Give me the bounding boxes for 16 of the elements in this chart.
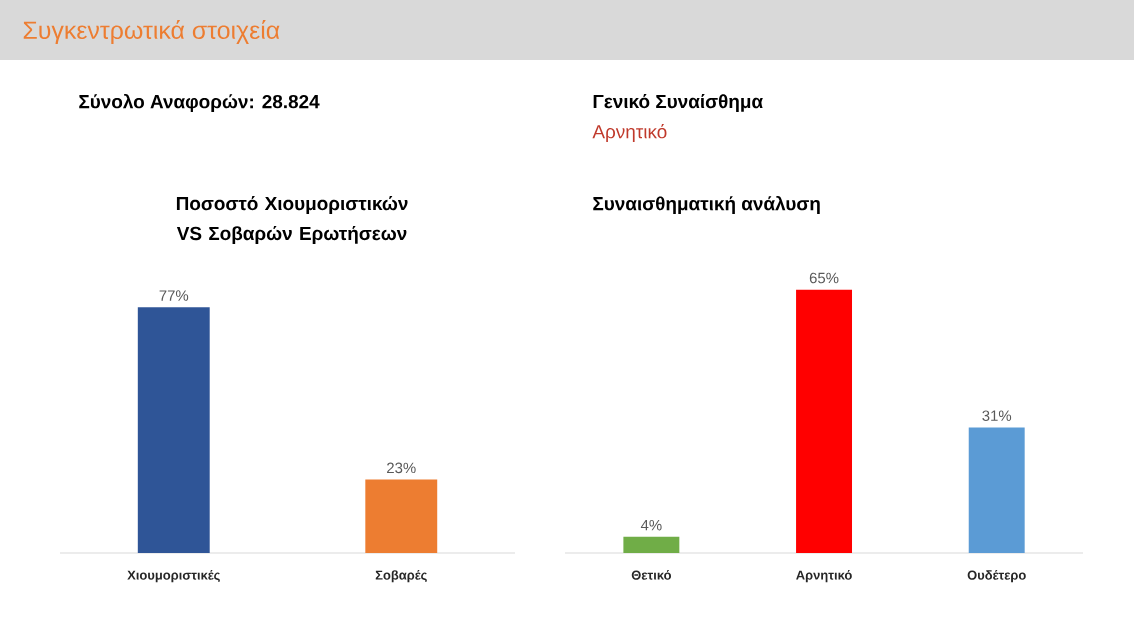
x-tick-label: Θετικό <box>631 570 672 580</box>
data-label: 31% <box>982 410 1012 422</box>
chart-title: Συναισθηματική ανάλυση <box>593 195 820 215</box>
text: Σύνολο Αναφορών: 28.824 <box>79 93 320 113</box>
data-label: 23% <box>387 462 416 474</box>
text: Αρνητικό <box>592 123 667 143</box>
data-label: 4% <box>640 519 662 531</box>
x-tick-label: Ουδέτερο <box>967 570 1026 583</box>
chart-title: Ποσοστό Χιουμοριστικών VS Σοβαρών Ερωτήσεων <box>176 196 408 244</box>
x-tick-label: Χιουμοριστικές <box>127 570 220 583</box>
x-tick-label: Σοβαρές <box>375 570 427 583</box>
text: Συγκεντρωτικά στοιχεία <box>23 20 280 44</box>
x-tick-label: Αρνητικό <box>796 570 852 583</box>
data-label: 77% <box>159 290 189 301</box>
text: Γενικό Συναίσθημα <box>593 94 763 112</box>
data-label: 65% <box>809 272 839 284</box>
